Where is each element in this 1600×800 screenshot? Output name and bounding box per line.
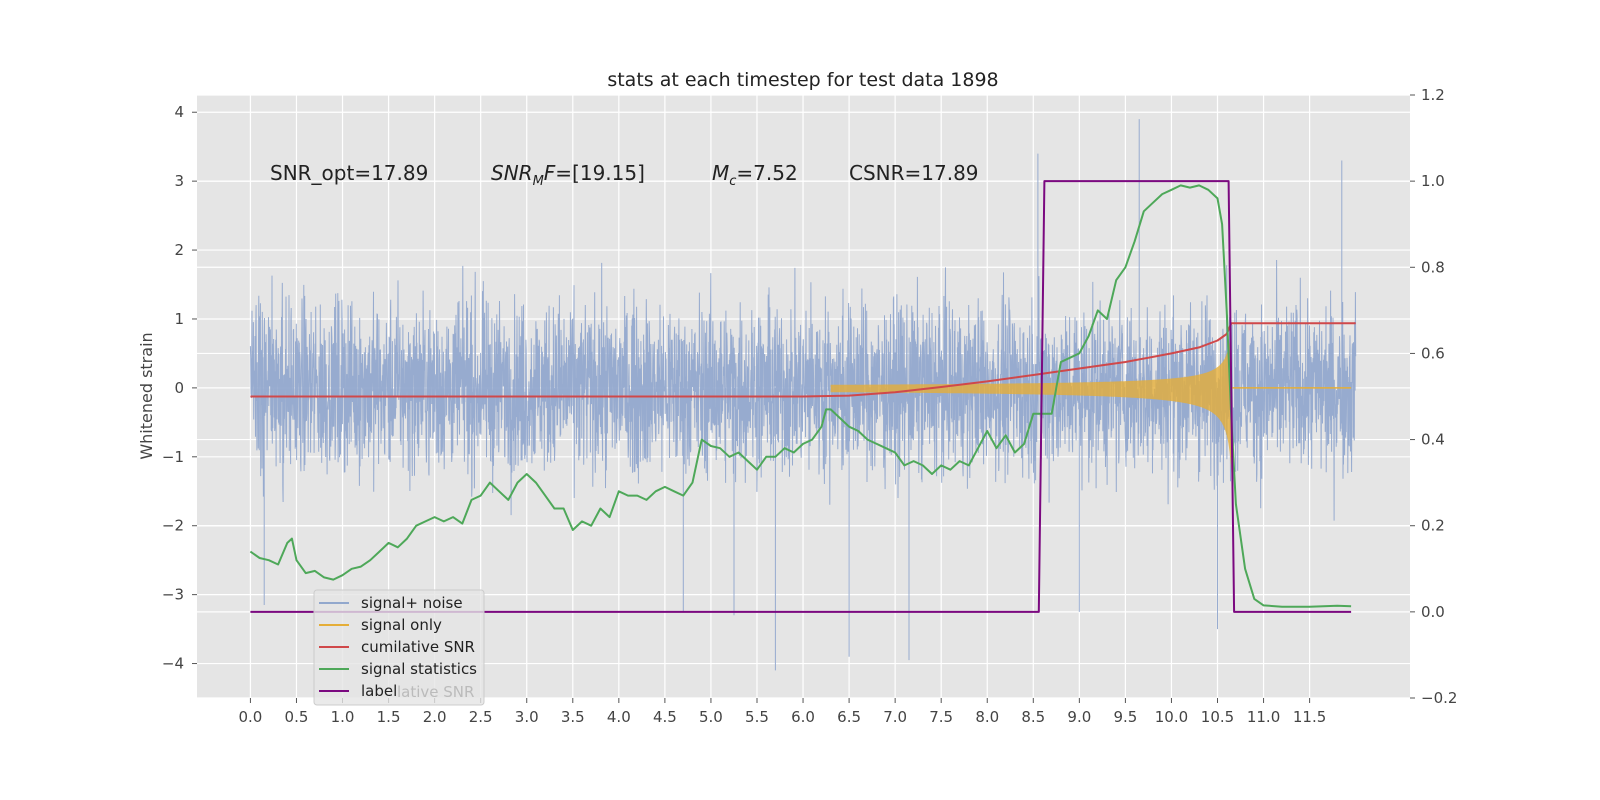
y2-tick-label: −0.2	[1421, 689, 1457, 707]
x-tick-label: 6.0	[791, 708, 815, 726]
x-tick-label: 2.5	[469, 708, 493, 726]
x-tick-label: 1.0	[331, 708, 355, 726]
x-tick-label: 5.5	[745, 708, 769, 726]
x-tick-label: 9.0	[1067, 708, 1091, 726]
y2-tick-label: 0.2	[1421, 517, 1445, 535]
chart-title: stats at each timestep for test data 189…	[607, 69, 998, 91]
y-axis-ticks: 4 3 2 1 0 −1 −2 −3 −4	[162, 103, 197, 673]
annotation-snr-opt: SNR_opt=17.89	[270, 161, 428, 185]
y-tick-label: 0	[174, 379, 184, 397]
annotation-mc: Mc=7.52	[712, 161, 798, 189]
x-tick-label: 9.5	[1113, 708, 1137, 726]
legend-label-cumilative-snr: cumilative SNR	[361, 638, 475, 656]
y2-tick-label: 1.0	[1421, 172, 1445, 190]
y-tick-label: −4	[162, 655, 184, 673]
x-tick-label: 11.0	[1247, 708, 1280, 726]
y-tick-label: −1	[162, 448, 184, 466]
x-tick-label: 11.5	[1293, 708, 1326, 726]
y2-tick-label: 0.8	[1421, 258, 1445, 276]
y-tick-label: 1	[174, 310, 184, 328]
legend: lative SNR signal+ noise signal only cum…	[313, 589, 485, 706]
y-tick-label: 3	[174, 172, 184, 190]
legend-label-signal-only: signal only	[361, 616, 442, 634]
x-tick-label: 7.0	[883, 708, 907, 726]
legend-label-signal-statistics: signal statistics	[361, 660, 477, 678]
annotations: SNR_opt=17.89 SNRMF=[19.15] Mc=7.52 CSNR…	[270, 161, 979, 189]
y-tick-label: −2	[162, 517, 184, 535]
y2-axis-ticks: 1.2 1.0 0.8 0.6 0.4 0.2 0.0 −0.2	[1410, 86, 1457, 707]
series-label	[250, 180, 1352, 613]
x-tick-label: 5.0	[699, 708, 723, 726]
x-tick-label: 8.0	[975, 708, 999, 726]
y-axis-label: Whitened strain	[137, 332, 156, 459]
series-cumilative-snr	[250, 322, 1356, 398]
legend-overlap-text: lative SNR	[397, 683, 474, 701]
x-tick-label: 3.0	[515, 708, 539, 726]
series-signal-only	[830, 326, 1352, 474]
y2-tick-label: 1.2	[1421, 86, 1445, 104]
y-tick-label: 4	[174, 103, 184, 121]
line-series	[249, 180, 1356, 613]
x-tick-label: 10.5	[1201, 708, 1234, 726]
x-tick-label: 8.5	[1021, 708, 1045, 726]
x-tick-label: 4.5	[653, 708, 677, 726]
x-tick-label: 7.5	[929, 708, 953, 726]
y2-tick-label: 0.6	[1421, 344, 1445, 362]
legend-label-signal-noise: signal+ noise	[361, 594, 463, 612]
x-tick-label: 2.0	[423, 708, 447, 726]
annotation-snr-mf: SNRMF=[19.15]	[491, 161, 645, 189]
x-tick-label: 0.0	[238, 708, 262, 726]
x-tick-label: 3.5	[561, 708, 585, 726]
x-tick-label: 1.5	[377, 708, 401, 726]
annotation-csnr: CSNR=17.89	[849, 161, 979, 185]
noise-trace	[249, 119, 1357, 671]
series-signal-statistics	[249, 184, 1352, 608]
series-signal-noise	[249, 119, 1357, 671]
y-tick-label: 2	[174, 241, 184, 259]
y2-tick-label: 0.4	[1421, 431, 1445, 449]
y-tick-label: −3	[162, 586, 184, 604]
legend-label-label: label	[361, 682, 397, 700]
x-tick-label: 6.5	[837, 708, 861, 726]
x-tick-label: 10.0	[1155, 708, 1188, 726]
x-tick-label: 4.0	[607, 708, 631, 726]
x-axis-ticks: 0.0 0.5 1.0 1.5 2.0 2.5 3.0 3.5 4.0 4.5 5.0 5.5 6.0 6…	[238, 698, 1326, 726]
legend-box	[313, 589, 485, 706]
x-tick-label: 0.5	[285, 708, 309, 726]
y2-tick-label: 0.0	[1421, 603, 1445, 621]
